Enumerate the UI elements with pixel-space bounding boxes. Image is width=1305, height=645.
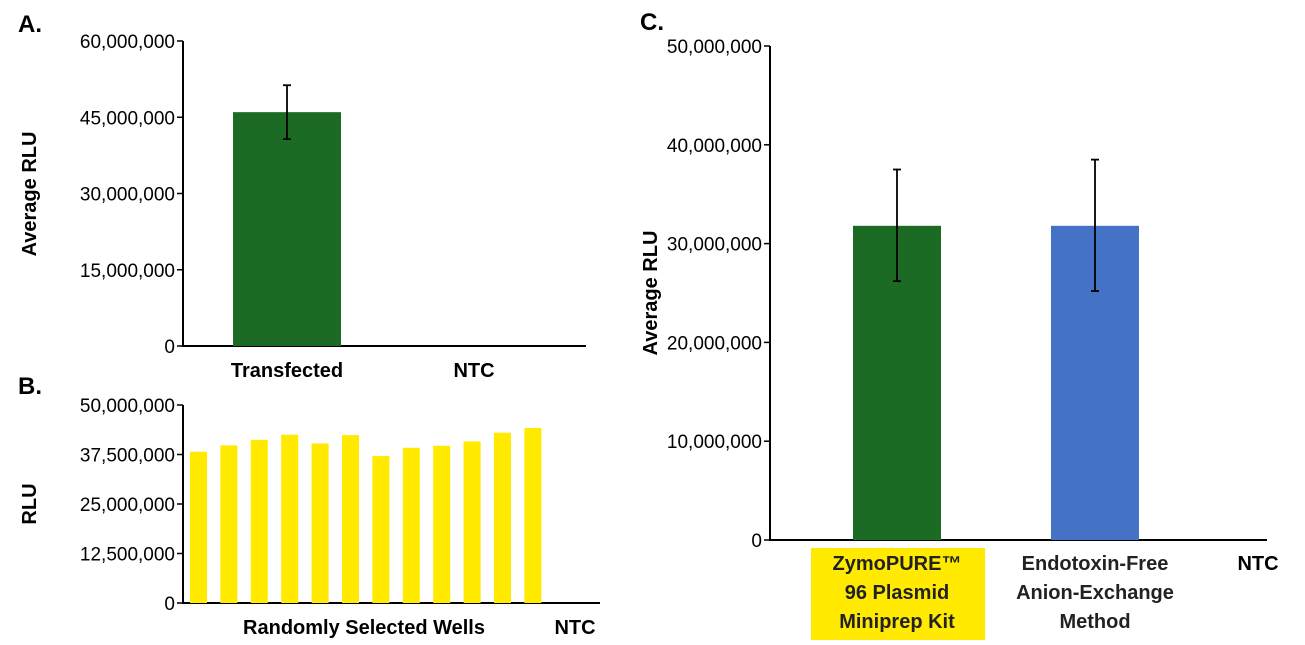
x-category-label: Anion-Exchange bbox=[1016, 582, 1174, 604]
y-tick-label: 40,000,000 bbox=[667, 136, 762, 157]
bar bbox=[190, 451, 207, 603]
bar bbox=[433, 445, 451, 603]
y-tick-label: 30,000,000 bbox=[667, 235, 762, 256]
bar bbox=[524, 427, 542, 603]
bar bbox=[402, 447, 420, 603]
bar bbox=[311, 443, 329, 603]
panel-b: B. 0 12,500,000 25,000,000 37,500,000 50,000,… bbox=[18, 373, 600, 639]
panel-label: C. bbox=[640, 9, 664, 36]
x-category-label: Miniprep Kit bbox=[839, 611, 955, 633]
panel-c: C. 0 10,000,000 20,000,000 30,000,000 40,000,… bbox=[640, 9, 1279, 640]
bar bbox=[342, 435, 359, 603]
category-highlight bbox=[811, 548, 985, 640]
y-tick-label: 50,000,000 bbox=[80, 396, 175, 417]
panel-a: A. 0 15,000,000 30,000,000 45,000,000 60,000,… bbox=[18, 11, 586, 382]
y-axis-label: Average RLU bbox=[640, 231, 662, 356]
y-tick-label: 37,500,000 bbox=[80, 446, 175, 467]
y-tick-label: 12,500,000 bbox=[80, 545, 175, 566]
y-tick-label: 25,000,000 bbox=[80, 495, 175, 516]
y-axis-label: Average RLU bbox=[19, 132, 41, 257]
x-category-label: NTC bbox=[453, 360, 494, 382]
x-category-label: Transfected bbox=[231, 360, 343, 382]
bar bbox=[463, 441, 481, 603]
y-tick-label: 0 bbox=[164, 594, 175, 615]
y-tick-label: 60,000,000 bbox=[80, 32, 175, 53]
x-category-label: Method bbox=[1059, 611, 1130, 633]
y-tick-label: 50,000,000 bbox=[667, 37, 762, 58]
panel-label: B. bbox=[18, 373, 42, 400]
y-tick-label: 30,000,000 bbox=[80, 185, 175, 206]
bar bbox=[220, 445, 238, 603]
y-axis-label: RLU bbox=[19, 483, 41, 524]
y-tick-label: 45,000,000 bbox=[80, 108, 175, 129]
bar bbox=[281, 434, 299, 603]
x-category-label: Endotoxin-Free bbox=[1022, 553, 1169, 575]
x-category-label: NTC bbox=[1237, 553, 1278, 575]
bar bbox=[250, 439, 268, 603]
x-category-label: ZymoPURE™ bbox=[833, 553, 962, 575]
y-tick-label: 0 bbox=[751, 531, 762, 552]
bar bbox=[233, 112, 341, 347]
panel-label: A. bbox=[18, 11, 42, 38]
x-group-label: Randomly Selected Wells bbox=[243, 617, 485, 639]
bar bbox=[494, 432, 511, 603]
y-tick-label: 10,000,000 bbox=[667, 432, 762, 453]
y-tick-label: 0 bbox=[164, 337, 175, 358]
y-tick-label: 15,000,000 bbox=[80, 261, 175, 282]
x-group-label: NTC bbox=[554, 617, 595, 639]
y-tick-label: 20,000,000 bbox=[667, 333, 762, 354]
bar bbox=[372, 456, 390, 603]
x-category-label: 96 Plasmid bbox=[845, 582, 950, 604]
